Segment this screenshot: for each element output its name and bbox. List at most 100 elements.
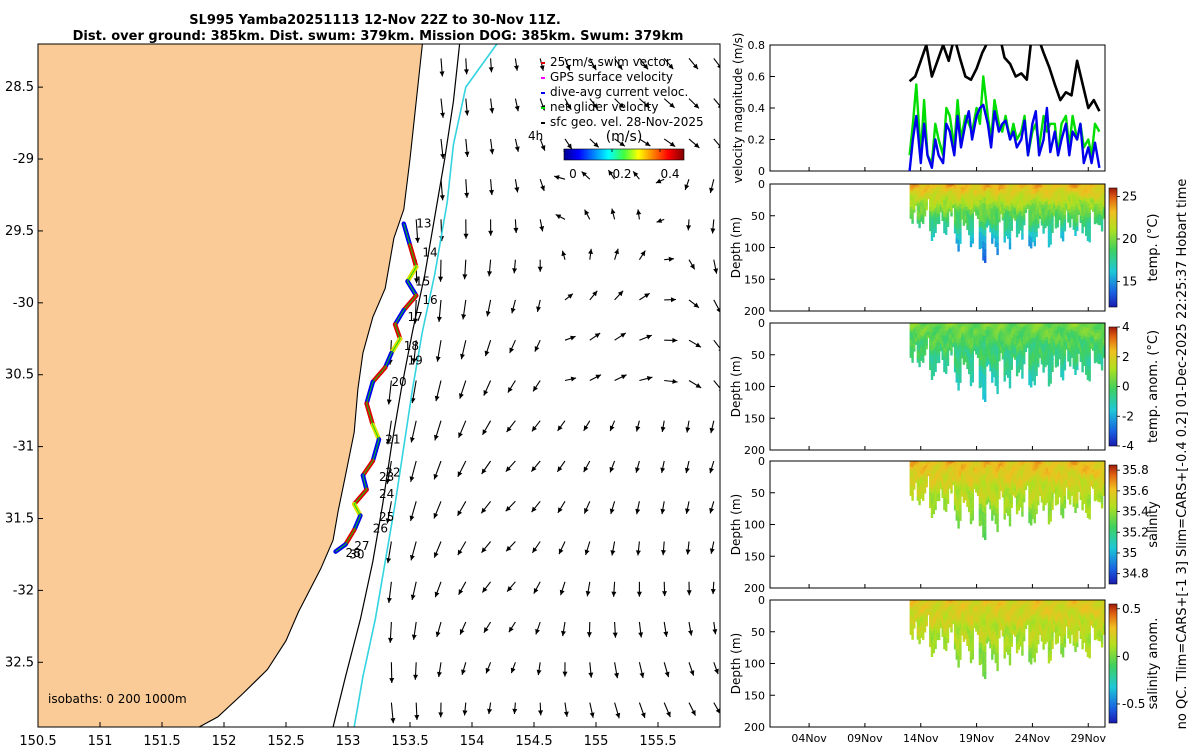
section-cell: [1037, 363, 1039, 367]
section-cell: [1074, 508, 1076, 513]
day-label: 19: [408, 353, 423, 367]
section-cell: [998, 219, 1000, 223]
section-cell: [996, 231, 998, 238]
section-ytick-label: 0: [758, 455, 765, 468]
legend-label: net glider velocity: [550, 100, 658, 114]
section-cell: [984, 395, 986, 402]
section-cell: [959, 640, 961, 646]
section-cell: [984, 236, 986, 243]
map-ytick-label: -32: [13, 583, 34, 598]
section-cell: [1030, 243, 1032, 249]
section-cell: [1064, 492, 1066, 497]
map-xtick-label: 152.5: [267, 734, 304, 749]
section-cell: [1069, 500, 1071, 504]
section-cell: [972, 357, 974, 363]
section-cell: [1051, 224, 1053, 229]
section-cell: [1064, 358, 1066, 363]
section-cell: [922, 636, 924, 640]
section-cell: [1069, 223, 1071, 227]
section-cell: [957, 522, 959, 528]
section-cell: [926, 208, 928, 211]
section-cell: [1051, 355, 1053, 360]
section-cell: [1062, 236, 1064, 241]
section-cell: [1004, 376, 1006, 381]
day-label: 16: [422, 293, 437, 307]
section-cell: [959, 501, 961, 507]
section-cell: [1035, 505, 1037, 510]
section-cell: [924, 490, 926, 493]
section-cell: [938, 497, 940, 501]
section-cell: [1089, 376, 1091, 381]
section-cell: [1050, 234, 1052, 240]
map-ytick-label: 31.5: [5, 512, 34, 527]
section-cell: [996, 237, 998, 244]
section-cell: [934, 505, 936, 510]
map-xtick-label: 151: [88, 734, 113, 749]
section-cell: [984, 369, 986, 376]
section-cell: [934, 224, 936, 229]
section-cell: [1009, 520, 1011, 526]
section-cell: [1011, 500, 1013, 505]
section-cell: [934, 501, 936, 506]
colorbar-tick-label: 20: [1122, 232, 1137, 246]
section-cell: [959, 377, 961, 383]
section-cell: [1037, 224, 1039, 228]
section-cell: [1089, 362, 1091, 367]
section-cell: [984, 249, 986, 256]
section-cell: [1011, 362, 1013, 367]
colorbar-tick-label: 0.4: [660, 167, 679, 181]
section-cell: [1074, 370, 1076, 375]
colorbar-tick-label: 0.2: [612, 167, 631, 181]
section-cell: [998, 358, 1000, 362]
velocity-ytick-label: 0.8: [748, 39, 766, 52]
section-cell: [991, 377, 993, 383]
section-cell: [1089, 366, 1091, 371]
section-cell: [959, 363, 961, 369]
section-cell: [1064, 215, 1066, 220]
section-cell: [972, 505, 974, 511]
section-cell: [1009, 372, 1011, 378]
section-cell: [1076, 492, 1078, 497]
section-cell: [972, 353, 974, 359]
section-cell: [1009, 243, 1011, 249]
velocity-panel: 00.20.40.60.8 velocity magnitude (m/s): [731, 29, 1105, 183]
section-cell: [1023, 221, 1025, 225]
section-cell: [1009, 238, 1011, 244]
map-xtick-label: 154.5: [515, 734, 552, 749]
legend-label: dive-avg current veloc.: [550, 85, 688, 99]
section-cell: [918, 501, 920, 505]
section-cell: [1011, 226, 1013, 231]
section-cell: [1064, 211, 1066, 216]
section-cell: [959, 238, 961, 244]
section-cell: [959, 233, 961, 239]
section-ytick-label: 100: [744, 242, 765, 255]
section-cell: [1101, 500, 1103, 505]
section-cell: [972, 491, 974, 497]
section-cell: [938, 359, 940, 363]
section-cell: [1009, 510, 1011, 516]
section-cell: [918, 363, 920, 367]
section-cell: [1062, 231, 1064, 236]
section-cell: [1021, 502, 1023, 507]
section-ylabel: Depth (m): [729, 494, 743, 555]
section-cell: [918, 224, 920, 228]
section-cell: [1050, 373, 1052, 379]
velocity-ytick-label: 0.4: [748, 102, 766, 115]
section-cell: [1069, 220, 1071, 224]
section-cell: [972, 372, 974, 378]
section-cell: [996, 376, 998, 383]
section-cell: [924, 629, 926, 632]
section-cell: [1089, 352, 1091, 357]
section-cell: [1062, 508, 1064, 513]
section-cell: [1089, 218, 1091, 223]
section-cell: [1101, 362, 1103, 367]
section-cell: [950, 213, 952, 216]
section-cell: [1023, 498, 1025, 502]
section-cell: [957, 245, 959, 251]
section-cell: [1101, 504, 1103, 509]
map-xtick-label: 154: [460, 734, 485, 749]
section-cell: [984, 256, 986, 263]
